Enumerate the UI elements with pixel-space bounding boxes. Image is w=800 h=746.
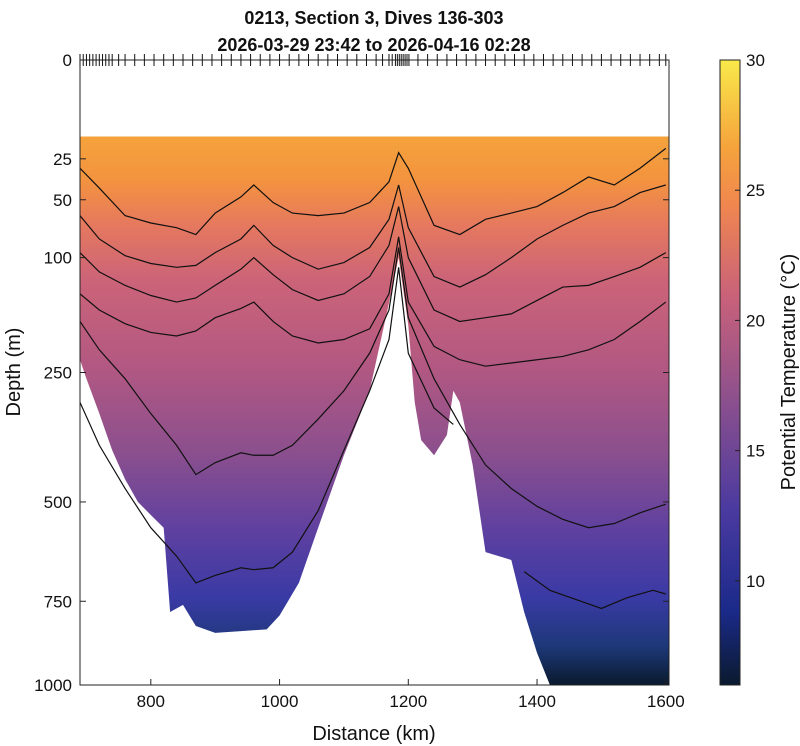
colorbar-tick-label: 20 xyxy=(746,311,765,330)
x-tick-label: 800 xyxy=(137,692,165,711)
colorbar: 10 15 20 25 30 Potential Temperature (°C) xyxy=(719,51,800,686)
colorbar-tick-label: 30 xyxy=(746,51,765,70)
contour-22 xyxy=(80,184,666,288)
chart-title-line2: 2026-03-29 23:42 to 2026-04-16 02:28 xyxy=(217,35,530,55)
x-tick-label: 1200 xyxy=(389,692,427,711)
y-tick-label: 250 xyxy=(44,364,72,383)
y-tick-label: 100 xyxy=(44,249,72,268)
y-tick-label: 500 xyxy=(44,493,72,512)
chart-title-line1: 0213, Section 3, Dives 136-303 xyxy=(244,8,503,28)
y-axis-label: Depth (m) xyxy=(3,328,25,417)
y-tick-label: 25 xyxy=(53,150,72,169)
x-tick-label: 1600 xyxy=(647,692,685,711)
x-axis: 800 1000 1200 1400 1600 xyxy=(137,679,685,711)
colorbar-gradient xyxy=(719,59,741,686)
dive-markers xyxy=(79,54,667,66)
y-tick-label: 1000 xyxy=(34,676,72,695)
x-axis-label: Distance (km) xyxy=(312,723,435,745)
y-tick-label: 0 xyxy=(63,51,72,70)
colorbar-label: Potential Temperature (°C) xyxy=(778,254,800,491)
colorbar-ticks: 10 15 20 25 30 xyxy=(735,51,765,591)
colorbar-tick-label: 10 xyxy=(746,572,765,591)
contour-12 xyxy=(523,571,666,610)
y-tick-label: 750 xyxy=(44,592,72,611)
colorbar-tick-label: 15 xyxy=(746,442,765,461)
contour-14 xyxy=(80,267,454,584)
x-tick-label: 1000 xyxy=(261,692,299,711)
temperature-field xyxy=(80,136,669,685)
contour-21 xyxy=(80,206,667,323)
colorbar-tick-label: 25 xyxy=(746,181,765,200)
plot-area xyxy=(80,136,669,685)
y-tick-label: 50 xyxy=(53,191,72,210)
isotherm-contours xyxy=(80,147,667,610)
x-tick-label: 1400 xyxy=(518,692,556,711)
y-axis: 0 25 50 100 250 500 750 1000 xyxy=(34,51,669,695)
contour-24 xyxy=(80,147,667,236)
contour-18 xyxy=(80,247,666,529)
contour-20 xyxy=(80,236,667,367)
